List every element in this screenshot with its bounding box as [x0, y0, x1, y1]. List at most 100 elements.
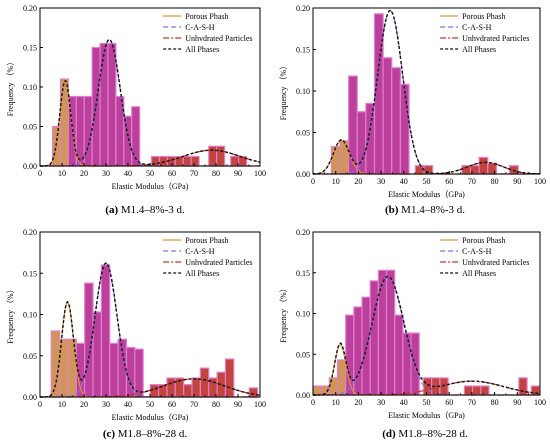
histogram-bar: [216, 145, 226, 167]
x-axis-title: Elastic Modulus（GPa): [112, 182, 189, 191]
histogram-bar: [166, 377, 176, 398]
panel-caption: (c) M1.8–8%-28 d.: [103, 428, 188, 440]
y-tick-label: 0.20: [296, 228, 310, 237]
histogram-bar: [377, 269, 388, 396]
legend-label: Porous Phash: [462, 12, 505, 21]
x-tick-label: 0: [311, 177, 315, 186]
histogram-bar: [230, 155, 240, 167]
x-tick-label: 40: [400, 398, 408, 407]
x-tick-label: 0: [38, 400, 42, 409]
y-tick-label: 0.15: [23, 44, 37, 53]
caption-letter: (a): [105, 204, 118, 216]
histogram-bar: [67, 338, 77, 398]
histogram-bar: [439, 377, 449, 396]
x-tick-label: 100: [534, 177, 546, 186]
histogram-bar: [487, 162, 498, 175]
x-tick-label: 0: [311, 398, 315, 407]
y-tick-label: 0.00: [296, 391, 310, 400]
caption-letter: (c): [103, 428, 116, 440]
x-tick-label: 80: [491, 177, 499, 186]
y-tick-label: 0.05: [23, 123, 37, 132]
panel-caption: (d) M1.8–8%-28 d.: [382, 428, 468, 440]
histogram-bar: [59, 78, 69, 167]
x-tick-label: 90: [513, 177, 521, 186]
x-tick-label: 50: [423, 177, 431, 186]
x-tick-label: 30: [102, 169, 110, 178]
histogram-bar: [312, 385, 322, 396]
x-tick-label: 20: [80, 400, 88, 409]
histogram-bar: [100, 264, 111, 398]
histogram-bar: [402, 332, 412, 396]
y-tick-label: 0.10: [296, 310, 310, 319]
x-axis-title: Elastic Modulus（GPa): [388, 190, 465, 199]
caption-letter: (d): [382, 428, 396, 440]
histogram-bar: [339, 140, 350, 175]
legend-label: Porous Phash: [462, 236, 505, 245]
histogram-bar: [382, 57, 393, 175]
chart-panel: 0 10 20 30 40 50 60 70 80 90 100 0.00 0.05 0.10 0.15 0.…: [6, 228, 266, 440]
histogram-bar: [391, 67, 401, 175]
x-tick-label: 10: [58, 169, 66, 178]
x-tick-label: 20: [354, 398, 362, 407]
x-tick-label: 100: [534, 398, 546, 407]
x-tick-label: 70: [468, 177, 476, 186]
x-axis-title: Elastic Modulus（GPa): [112, 413, 189, 422]
histogram-bar: [182, 155, 192, 167]
histogram-bar: [109, 342, 119, 398]
x-tick-label: 60: [168, 169, 176, 178]
x-tick-label: 80: [491, 398, 499, 407]
x-tick-label: 40: [400, 177, 408, 186]
legend-label: All Phases: [185, 45, 219, 54]
x-tick-label: 80: [212, 400, 220, 409]
x-tick-label: 60: [445, 398, 453, 407]
y-tick-label: 0.00: [296, 170, 310, 179]
histogram-bar: [471, 385, 482, 396]
y-tick-label: 0.10: [23, 311, 37, 320]
x-tick-label: 30: [102, 400, 110, 409]
histogram-bar: [83, 95, 93, 167]
histogram-bar: [149, 384, 160, 398]
x-tick-label: 80: [212, 169, 220, 178]
panel-caption: (a) M1.4–8%-3 d.: [105, 204, 185, 216]
legend-label: C-A-S-H: [185, 247, 215, 256]
caption-letter: (b): [385, 204, 399, 216]
y-tick-label: 0.05: [296, 350, 310, 359]
y-tick-label: 0.00: [23, 162, 37, 171]
histogram-bar: [478, 156, 489, 175]
legend-label: All Phases: [185, 269, 219, 278]
histogram-bar: [356, 111, 367, 175]
y-tick-label: 0.05: [23, 352, 37, 361]
chart-panel: 0 10 20 30 40 50 60 70 80 90 100 0.00 0.05 0.10 0.15 0.…: [279, 4, 546, 216]
x-tick-label: 70: [468, 398, 476, 407]
histogram-bar: [330, 146, 341, 175]
histogram-bar: [385, 269, 396, 396]
y-tick-label: 0.20: [23, 228, 37, 237]
histogram-bar: [134, 348, 144, 398]
x-tick-label: 40: [124, 169, 132, 178]
histogram-bar: [125, 346, 136, 398]
histogram-bar: [336, 359, 347, 396]
histogram-bar: [191, 377, 201, 398]
x-axis-title: Elastic Modulus（GPa): [388, 411, 465, 420]
histogram-bar: [399, 83, 410, 175]
legend-label: C-A-S-H: [462, 23, 492, 32]
x-tick-label: 50: [146, 400, 154, 409]
legend-label: C-A-S-H: [462, 247, 492, 256]
x-tick-label: 60: [168, 400, 176, 409]
x-tick-label: 20: [80, 169, 88, 178]
legend-label: Unhvdrated Particles: [185, 258, 252, 267]
histogram-bar: [394, 314, 404, 396]
chart-panel: 0 10 20 30 40 50 60 70 80 90 100 0.00 0.05 0.10 0.15 0.…: [6, 4, 266, 216]
histogram-bar: [99, 42, 109, 167]
caption-text: M1.4–8%-3 d.: [121, 204, 185, 216]
histogram-bar: [365, 102, 376, 175]
x-tick-label: 40: [124, 400, 132, 409]
histogram-bar: [107, 42, 117, 167]
x-tick-label: 60: [445, 177, 453, 186]
all-phases-fit-line: [313, 275, 541, 396]
y-tick-label: 0.20: [296, 4, 310, 13]
y-axis-title: Frequency （%）: [6, 58, 15, 116]
y-axis-title: Frequency （%）: [279, 62, 288, 120]
y-tick-label: 0.20: [23, 4, 37, 13]
caption-text: M1.8–8%-28 d.: [118, 428, 188, 440]
